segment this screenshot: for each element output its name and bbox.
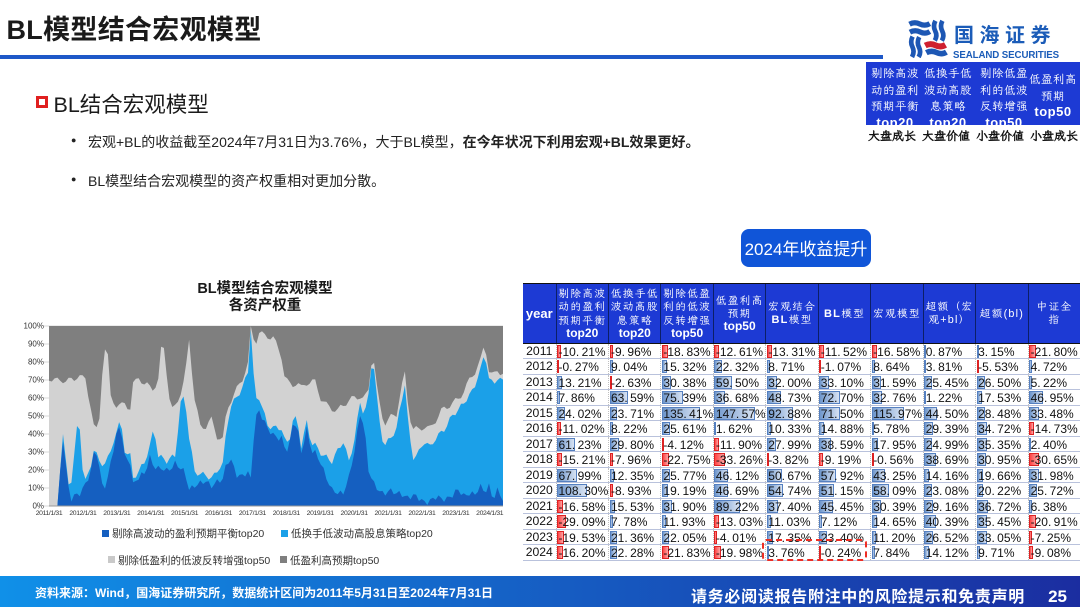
svg-text:100%: 100%: [24, 322, 44, 331]
svg-text:2022/1/31: 2022/1/31: [408, 510, 436, 517]
svg-text:60%: 60%: [28, 394, 44, 403]
svg-text:2021/1/31: 2021/1/31: [374, 510, 402, 517]
svg-text:2023/1/31: 2023/1/31: [442, 510, 470, 517]
svg-text:50%: 50%: [28, 412, 44, 421]
svg-text:80%: 80%: [28, 358, 44, 367]
svg-text:20%: 20%: [28, 466, 44, 475]
svg-text:2014/1/31: 2014/1/31: [137, 510, 165, 517]
svg-text:90%: 90%: [28, 340, 44, 349]
svg-text:2020/1/31: 2020/1/31: [341, 510, 369, 517]
svg-text:2024/1/31: 2024/1/31: [476, 510, 504, 517]
svg-text:2017/1/31: 2017/1/31: [239, 510, 267, 517]
svg-text:0%: 0%: [32, 502, 44, 511]
svg-text:2016/1/31: 2016/1/31: [205, 510, 233, 517]
svg-text:2015/1/31: 2015/1/31: [171, 510, 199, 517]
svg-text:30%: 30%: [28, 448, 44, 457]
svg-text:2019/1/31: 2019/1/31: [307, 510, 335, 517]
svg-text:2013/1/31: 2013/1/31: [103, 510, 131, 517]
svg-text:2018/1/31: 2018/1/31: [273, 510, 301, 517]
svg-text:2011/1/31: 2011/1/31: [36, 510, 63, 517]
svg-text:10%: 10%: [28, 484, 44, 493]
svg-text:2012/1/31: 2012/1/31: [69, 510, 97, 517]
svg-text:40%: 40%: [28, 430, 44, 439]
svg-text:70%: 70%: [28, 376, 44, 385]
